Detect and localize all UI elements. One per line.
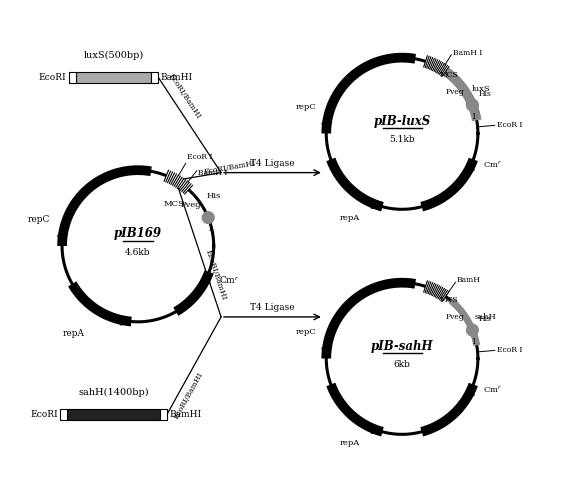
Text: repA: repA — [63, 329, 85, 338]
Text: 4.6kb: 4.6kb — [125, 248, 151, 257]
Text: MCS: MCS — [439, 296, 458, 305]
Text: Pveg: Pveg — [446, 313, 464, 321]
Text: pIB169: pIB169 — [114, 227, 162, 240]
Text: repC: repC — [296, 103, 317, 111]
Text: BamH I: BamH I — [198, 169, 227, 177]
Text: T4 Ligase: T4 Ligase — [250, 303, 295, 312]
Text: EcoRI/BamHI: EcoRI/BamHI — [203, 160, 256, 177]
Circle shape — [467, 99, 478, 111]
Text: EcoR I: EcoR I — [497, 346, 523, 354]
Text: sahH(1400bp): sahH(1400bp) — [78, 388, 149, 397]
Text: EcoRI: EcoRI — [39, 73, 66, 82]
Text: His: His — [206, 192, 221, 200]
Text: 6kb: 6kb — [394, 361, 411, 369]
Text: His: His — [479, 90, 492, 98]
Text: MCS: MCS — [439, 71, 458, 79]
Text: EcoRI: EcoRI — [30, 410, 58, 419]
Text: BamHI: BamHI — [161, 73, 193, 82]
Text: sahH: sahH — [474, 313, 496, 321]
Bar — [67, 409, 160, 420]
Bar — [60, 409, 67, 420]
Text: repA: repA — [339, 214, 360, 222]
Text: 1: 1 — [471, 113, 475, 121]
Text: EcoR I: EcoR I — [497, 121, 523, 129]
Text: Cm$^r$: Cm$^r$ — [483, 158, 502, 170]
Circle shape — [467, 324, 478, 336]
Text: pIB-luxS: pIB-luxS — [373, 115, 430, 127]
Text: 1: 1 — [471, 338, 475, 346]
Text: Pveg: Pveg — [446, 88, 464, 96]
Text: EcoRI/BamHI: EcoRI/BamHI — [173, 371, 205, 421]
Text: BamHI: BamHI — [169, 410, 201, 419]
Bar — [160, 409, 167, 420]
Text: Cm$^r$: Cm$^r$ — [218, 274, 239, 286]
Text: repC: repC — [27, 215, 50, 224]
Text: pIB-sahH: pIB-sahH — [371, 339, 433, 353]
Text: Cm$^r$: Cm$^r$ — [483, 383, 502, 395]
Text: BamH I: BamH I — [453, 49, 482, 57]
Text: repA: repA — [339, 439, 360, 447]
Text: luxS: luxS — [472, 85, 491, 93]
Text: repC: repC — [296, 328, 317, 336]
Text: T4 Ligase: T4 Ligase — [250, 159, 295, 168]
Text: 1: 1 — [207, 225, 212, 233]
Text: EcoRI/BamHI: EcoRI/BamHI — [203, 248, 227, 301]
Bar — [75, 72, 151, 83]
Text: luxS(500bp): luxS(500bp) — [84, 51, 144, 60]
Text: His: His — [479, 315, 492, 323]
Text: EcoRI/BamHI: EcoRI/BamHI — [167, 72, 203, 120]
Text: BamH: BamH — [457, 277, 481, 284]
Circle shape — [202, 212, 214, 223]
Text: MCS: MCS — [164, 200, 185, 208]
Bar — [69, 72, 75, 83]
Text: Pveg: Pveg — [180, 201, 201, 209]
Text: 5.1kb: 5.1kb — [390, 135, 415, 145]
Text: EcoR I: EcoR I — [187, 154, 212, 161]
Bar — [151, 72, 158, 83]
